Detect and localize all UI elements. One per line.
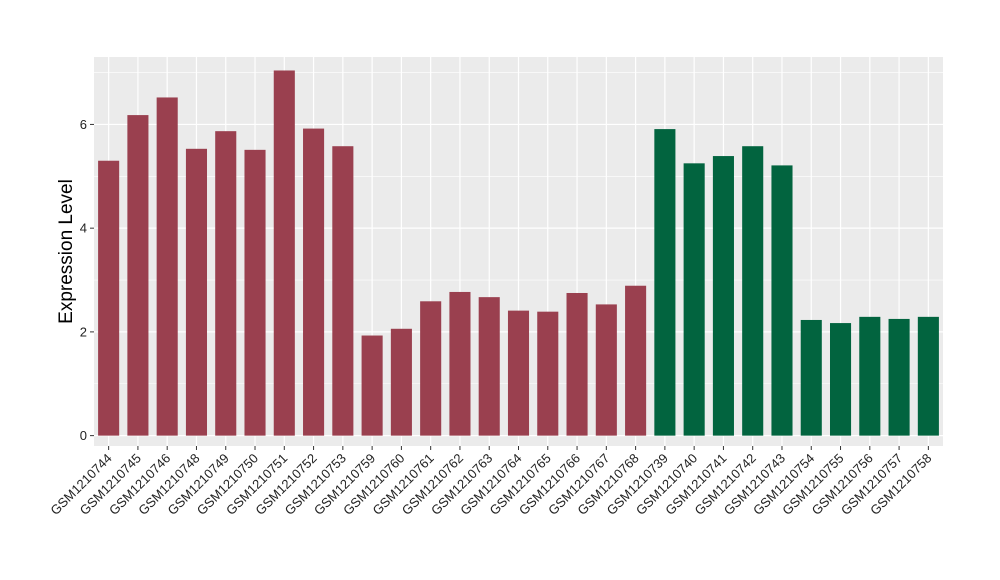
- bar-GSM1210758: [917, 316, 939, 436]
- y-tick-label: 2: [80, 324, 87, 339]
- bar-GSM1210743: [771, 165, 793, 436]
- bar-GSM1210763: [478, 297, 500, 436]
- bar-GSM1210760: [390, 328, 412, 436]
- bar-GSM1210744: [98, 160, 120, 436]
- bar-GSM1210739: [654, 129, 676, 436]
- bar-GSM1210751: [273, 70, 295, 436]
- bar-GSM1210757: [888, 318, 910, 436]
- bar-GSM1210764: [507, 310, 530, 436]
- bar-GSM1210755: [829, 323, 852, 436]
- bar-GSM1210746: [156, 97, 178, 436]
- bar-GSM1210768: [625, 285, 647, 436]
- bar-GSM1210749: [215, 131, 237, 436]
- bar-GSM1210742: [742, 146, 764, 436]
- y-axis-title: Expression Level: [56, 179, 77, 324]
- bar-GSM1210750: [244, 149, 266, 436]
- y-axis: 0 2 4 6: [80, 117, 94, 443]
- bar-GSM1210761: [420, 301, 442, 436]
- bars: [98, 70, 939, 436]
- bar-GSM1210741: [712, 156, 734, 436]
- bar-GSM1210759: [361, 335, 383, 436]
- bar-GSM1210756: [859, 316, 881, 436]
- bar-GSM1210753: [332, 146, 354, 436]
- bar-GSM1210754: [800, 319, 822, 436]
- x-axis: GSM1210744GSM1210745GSM1210746GSM1210748…: [47, 446, 934, 518]
- y-tick-label: 4: [80, 221, 87, 236]
- y-tick-label: 6: [80, 117, 87, 132]
- bar-GSM1210765: [537, 311, 559, 436]
- bar-GSM1210762: [449, 291, 471, 436]
- y-tick-label: 0: [80, 428, 87, 443]
- bar-GSM1210767: [595, 304, 617, 436]
- bar-GSM1210766: [566, 292, 588, 436]
- bar-GSM1210740: [683, 163, 705, 436]
- bar-GSM1210748: [185, 148, 208, 436]
- bar-GSM1210752: [303, 128, 325, 436]
- bar-GSM1210745: [127, 115, 149, 436]
